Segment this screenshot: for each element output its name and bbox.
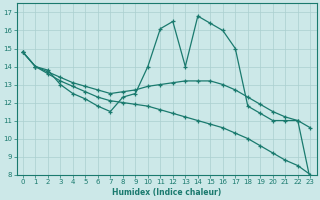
X-axis label: Humidex (Indice chaleur): Humidex (Indice chaleur) <box>112 188 221 197</box>
